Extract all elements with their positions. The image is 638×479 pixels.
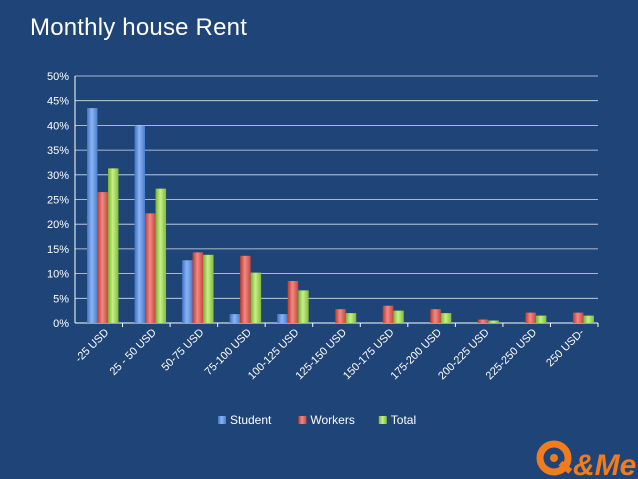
bar-workers-4 (287, 281, 299, 323)
y-tick-label: 35% (47, 145, 69, 157)
bar-total-5 (345, 313, 357, 323)
y-tick-label: 45% (47, 96, 69, 108)
bar-total-1 (155, 188, 167, 323)
bar-workers-10 (572, 312, 584, 323)
y-tick-label: 40% (47, 120, 69, 132)
bar-workers-2 (192, 252, 204, 323)
bar-total-4 (298, 290, 309, 323)
y-tick-label: 15% (47, 244, 69, 256)
chart-title: Monthly house Rent (30, 14, 248, 41)
bar-student-3 (229, 314, 241, 323)
y-axis-ticks: 0% 5% 10% 15% 20% 25% 30% 35% 40% 45% 50% (47, 71, 69, 330)
bars (87, 108, 594, 324)
bar-student-2 (182, 260, 193, 323)
bar-workers-3 (240, 255, 251, 323)
legend-swatch-workers (298, 416, 307, 424)
x-tick-label: 25 - 50 USD (108, 327, 159, 378)
bar-workers-7 (430, 309, 441, 323)
bar-total-3 (250, 272, 262, 323)
legend-swatch-total (378, 416, 387, 424)
bar-total-7 (440, 313, 452, 323)
legend-swatch-student (218, 416, 226, 424)
legend-label-workers: Workers (310, 413, 354, 427)
bar-total-0 (108, 168, 119, 323)
bar-student-4 (277, 314, 288, 323)
x-tick-label: -25 USD (73, 327, 111, 365)
y-tick-label: 30% (47, 170, 69, 182)
bar-total-8 (488, 320, 499, 323)
svg-text:&Me: &Me (573, 449, 636, 479)
bar-workers-9 (525, 312, 536, 323)
y-tick-label: 10% (47, 269, 69, 281)
qme-logo: &Me (536, 440, 636, 479)
y-tick-label: 25% (47, 195, 69, 207)
legend-label-total: Total (391, 413, 416, 427)
legend: Student Workers Total (218, 413, 416, 427)
y-tick-label: 0% (53, 318, 69, 330)
x-tick-label: 50-75 USD (159, 327, 206, 374)
bar-workers-0 (97, 192, 108, 323)
bar-workers-1 (145, 213, 156, 323)
bar-workers-8 (477, 319, 489, 323)
y-tick-label: 50% (47, 71, 69, 83)
bar-student-0 (87, 108, 98, 323)
bar-total-6 (393, 310, 404, 323)
x-tick-label: 225-250 USD (484, 327, 540, 383)
bar-workers-6 (382, 305, 394, 323)
bar-workers-5 (335, 309, 346, 323)
bar-total-10 (583, 315, 594, 323)
x-tick-label: 250 USD- (544, 326, 587, 369)
x-tick-label: 75-100 USD (203, 327, 254, 378)
bar-student-1 (134, 125, 146, 324)
bar-total-9 (535, 315, 547, 323)
y-tick-label: 5% (53, 293, 69, 305)
y-tick-label: 20% (47, 219, 69, 231)
legend-label-student: Student (230, 413, 272, 427)
bar-total-2 (203, 254, 214, 323)
